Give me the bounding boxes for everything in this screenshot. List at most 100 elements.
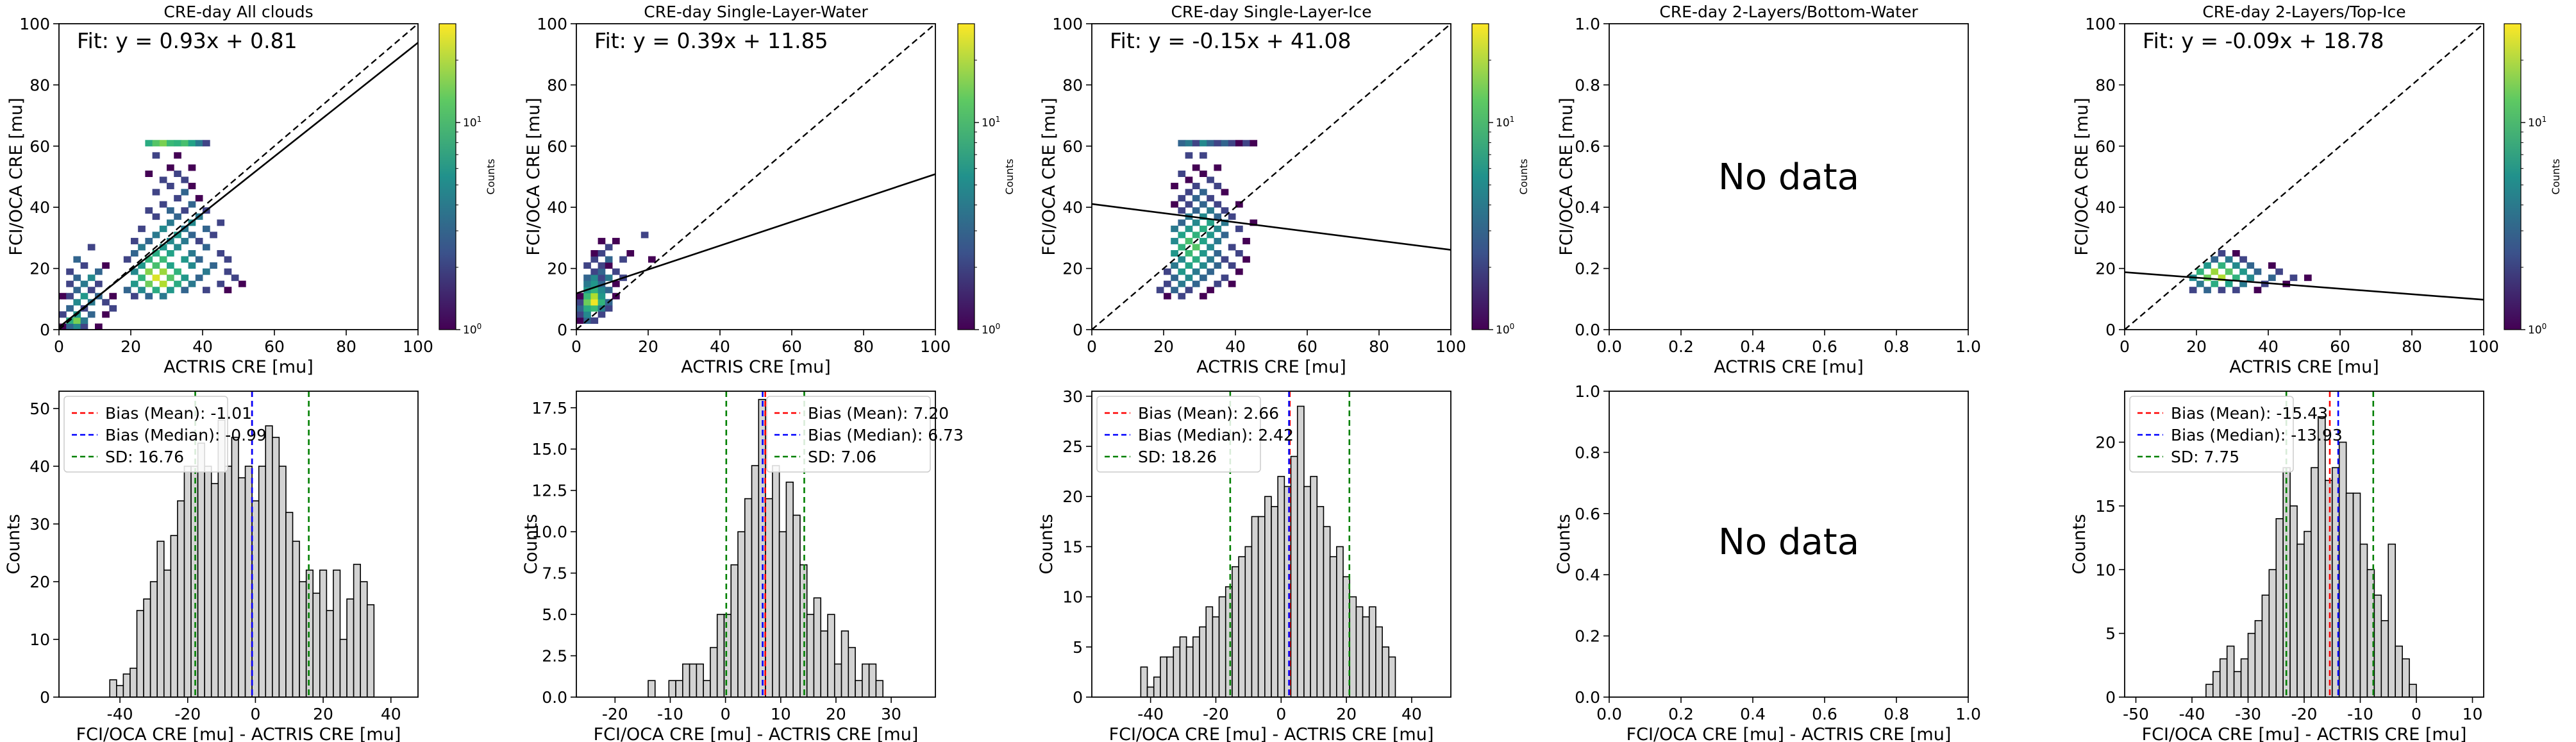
histogram-bar	[333, 569, 341, 697]
histogram-bar	[689, 663, 698, 697]
x-tick-label: 0	[2120, 337, 2130, 356]
histogram-bar	[1329, 556, 1337, 697]
heatmap-cell	[188, 164, 196, 171]
panel-title: CRE-day All clouds	[163, 3, 313, 21]
x-tick-label: 60	[264, 337, 285, 356]
histogram-bar	[2380, 620, 2389, 697]
histogram-bar	[1388, 656, 1396, 697]
histogram-bar	[778, 531, 787, 697]
heatmap-cell	[590, 292, 599, 299]
histogram-bar	[2268, 569, 2277, 697]
x-tick-label: -20	[174, 705, 201, 723]
heatmap-cell	[1235, 140, 1243, 147]
heatmap-cell	[1207, 176, 1214, 183]
axes-frame	[2124, 23, 2484, 330]
plot-area	[1140, 391, 1396, 697]
legend-label: Bias (Median): -13.93	[2171, 426, 2343, 444]
heatmap-cell	[80, 280, 88, 287]
y-tick-label: 60	[547, 137, 567, 156]
histogram-bar	[149, 581, 158, 697]
histogram-bar	[109, 679, 117, 697]
heatmap-cell	[1192, 195, 1200, 202]
y-tick-label: 20	[1062, 260, 1083, 278]
heatmap-cell	[1192, 280, 1200, 287]
heatmap-cell	[1221, 232, 1229, 239]
heatmap-cell	[95, 268, 103, 275]
histogram-bar	[833, 663, 842, 697]
axes-frame	[1609, 23, 1969, 330]
heatmap-cell	[167, 237, 174, 244]
heatmap-cell	[1171, 287, 1178, 294]
x-tick-label: 80	[1369, 337, 1389, 356]
heatmap-cell	[598, 249, 606, 257]
y-tick-label: 15	[1062, 537, 1083, 556]
x-tick-label: 0.6	[1812, 337, 1837, 356]
heatmap-cell	[1214, 262, 1222, 269]
heatmap-cell	[188, 201, 196, 208]
heatmap-cell	[238, 280, 246, 287]
heatmap-cell	[210, 262, 217, 269]
x-tick-label: 0.0	[1596, 337, 1622, 356]
heatmap-cell	[1221, 219, 1229, 226]
y-tick-label: 80	[2095, 76, 2116, 94]
heatmap-cell	[1242, 140, 1250, 147]
heatmap-cell	[590, 287, 599, 294]
histogram-bar	[2233, 671, 2242, 697]
histogram-bar	[2388, 543, 2396, 697]
heatmap-cell	[576, 305, 584, 312]
histogram-bar	[278, 466, 287, 697]
heatmap-cell	[1192, 140, 1200, 147]
heatmap-cell	[1228, 262, 1236, 269]
heatmap-cell	[590, 268, 599, 275]
x-tick-label: 0.8	[1884, 705, 1909, 723]
colorbar-tick-label: 100	[2528, 322, 2547, 337]
x-tick-label: 100	[403, 337, 433, 356]
histogram-bar	[1290, 455, 1298, 697]
heatmap-cell	[80, 317, 88, 324]
heatmap-cell	[612, 280, 620, 287]
heatmap-cell	[145, 280, 153, 287]
heatmap-cell	[217, 219, 225, 226]
heatmap-cell	[167, 183, 174, 190]
y-tick-label: 40	[2095, 198, 2116, 217]
heatmap-cell	[1178, 244, 1186, 251]
heatmap-cell	[59, 292, 67, 299]
heatmap-cell	[2204, 287, 2211, 294]
heatmap-cell	[167, 219, 174, 226]
heatmap-cell	[152, 140, 160, 147]
colorbar-tick-label: 101	[2528, 115, 2547, 130]
axes-frame	[576, 391, 936, 698]
x-tick-label: 10	[2463, 705, 2483, 723]
heatmap-cell	[590, 317, 599, 324]
heatmap-cell	[210, 232, 217, 239]
histogram-bar	[785, 482, 794, 697]
y-tick-label: 40	[29, 457, 50, 476]
heatmap-cell	[73, 256, 81, 263]
heatmap-cell	[167, 287, 174, 294]
heatmap-cell	[1171, 201, 1178, 208]
y-tick-label: 30	[29, 515, 50, 534]
histogram-bar	[319, 569, 328, 697]
heatmap-cell	[174, 213, 181, 220]
heatmap-cell	[102, 311, 110, 318]
plot-area	[2125, 24, 2484, 330]
x-axis-label: FCI/OCA CRE [mu] - ACTRIS CRE [mu]	[1627, 725, 1952, 742]
histogram-bar	[2409, 684, 2417, 697]
heatmap-cell	[2268, 262, 2276, 269]
histogram-bar	[806, 614, 815, 697]
heatmap-cell	[1178, 232, 1186, 239]
histogram-bar	[1303, 485, 1311, 697]
histogram-bar	[2304, 530, 2312, 697]
histogram-bar	[1238, 556, 1246, 697]
colorbar-tick-label: 100	[463, 322, 481, 337]
heatmap-cell	[1156, 287, 1164, 294]
histogram-bar	[353, 564, 361, 697]
histogram-bar	[1192, 636, 1200, 697]
scatter-panel-5: Fit: y = -0.09x + 18.78 CRE-day 2-Layers/…	[2072, 3, 2562, 377]
x-tick-label: -40	[107, 705, 133, 723]
one-to-one-line	[576, 24, 935, 330]
histogram-bar	[1173, 646, 1181, 697]
heatmap-cell	[138, 262, 146, 269]
y-tick-label: 15	[2095, 497, 2116, 516]
heatmap-cell	[224, 287, 232, 294]
